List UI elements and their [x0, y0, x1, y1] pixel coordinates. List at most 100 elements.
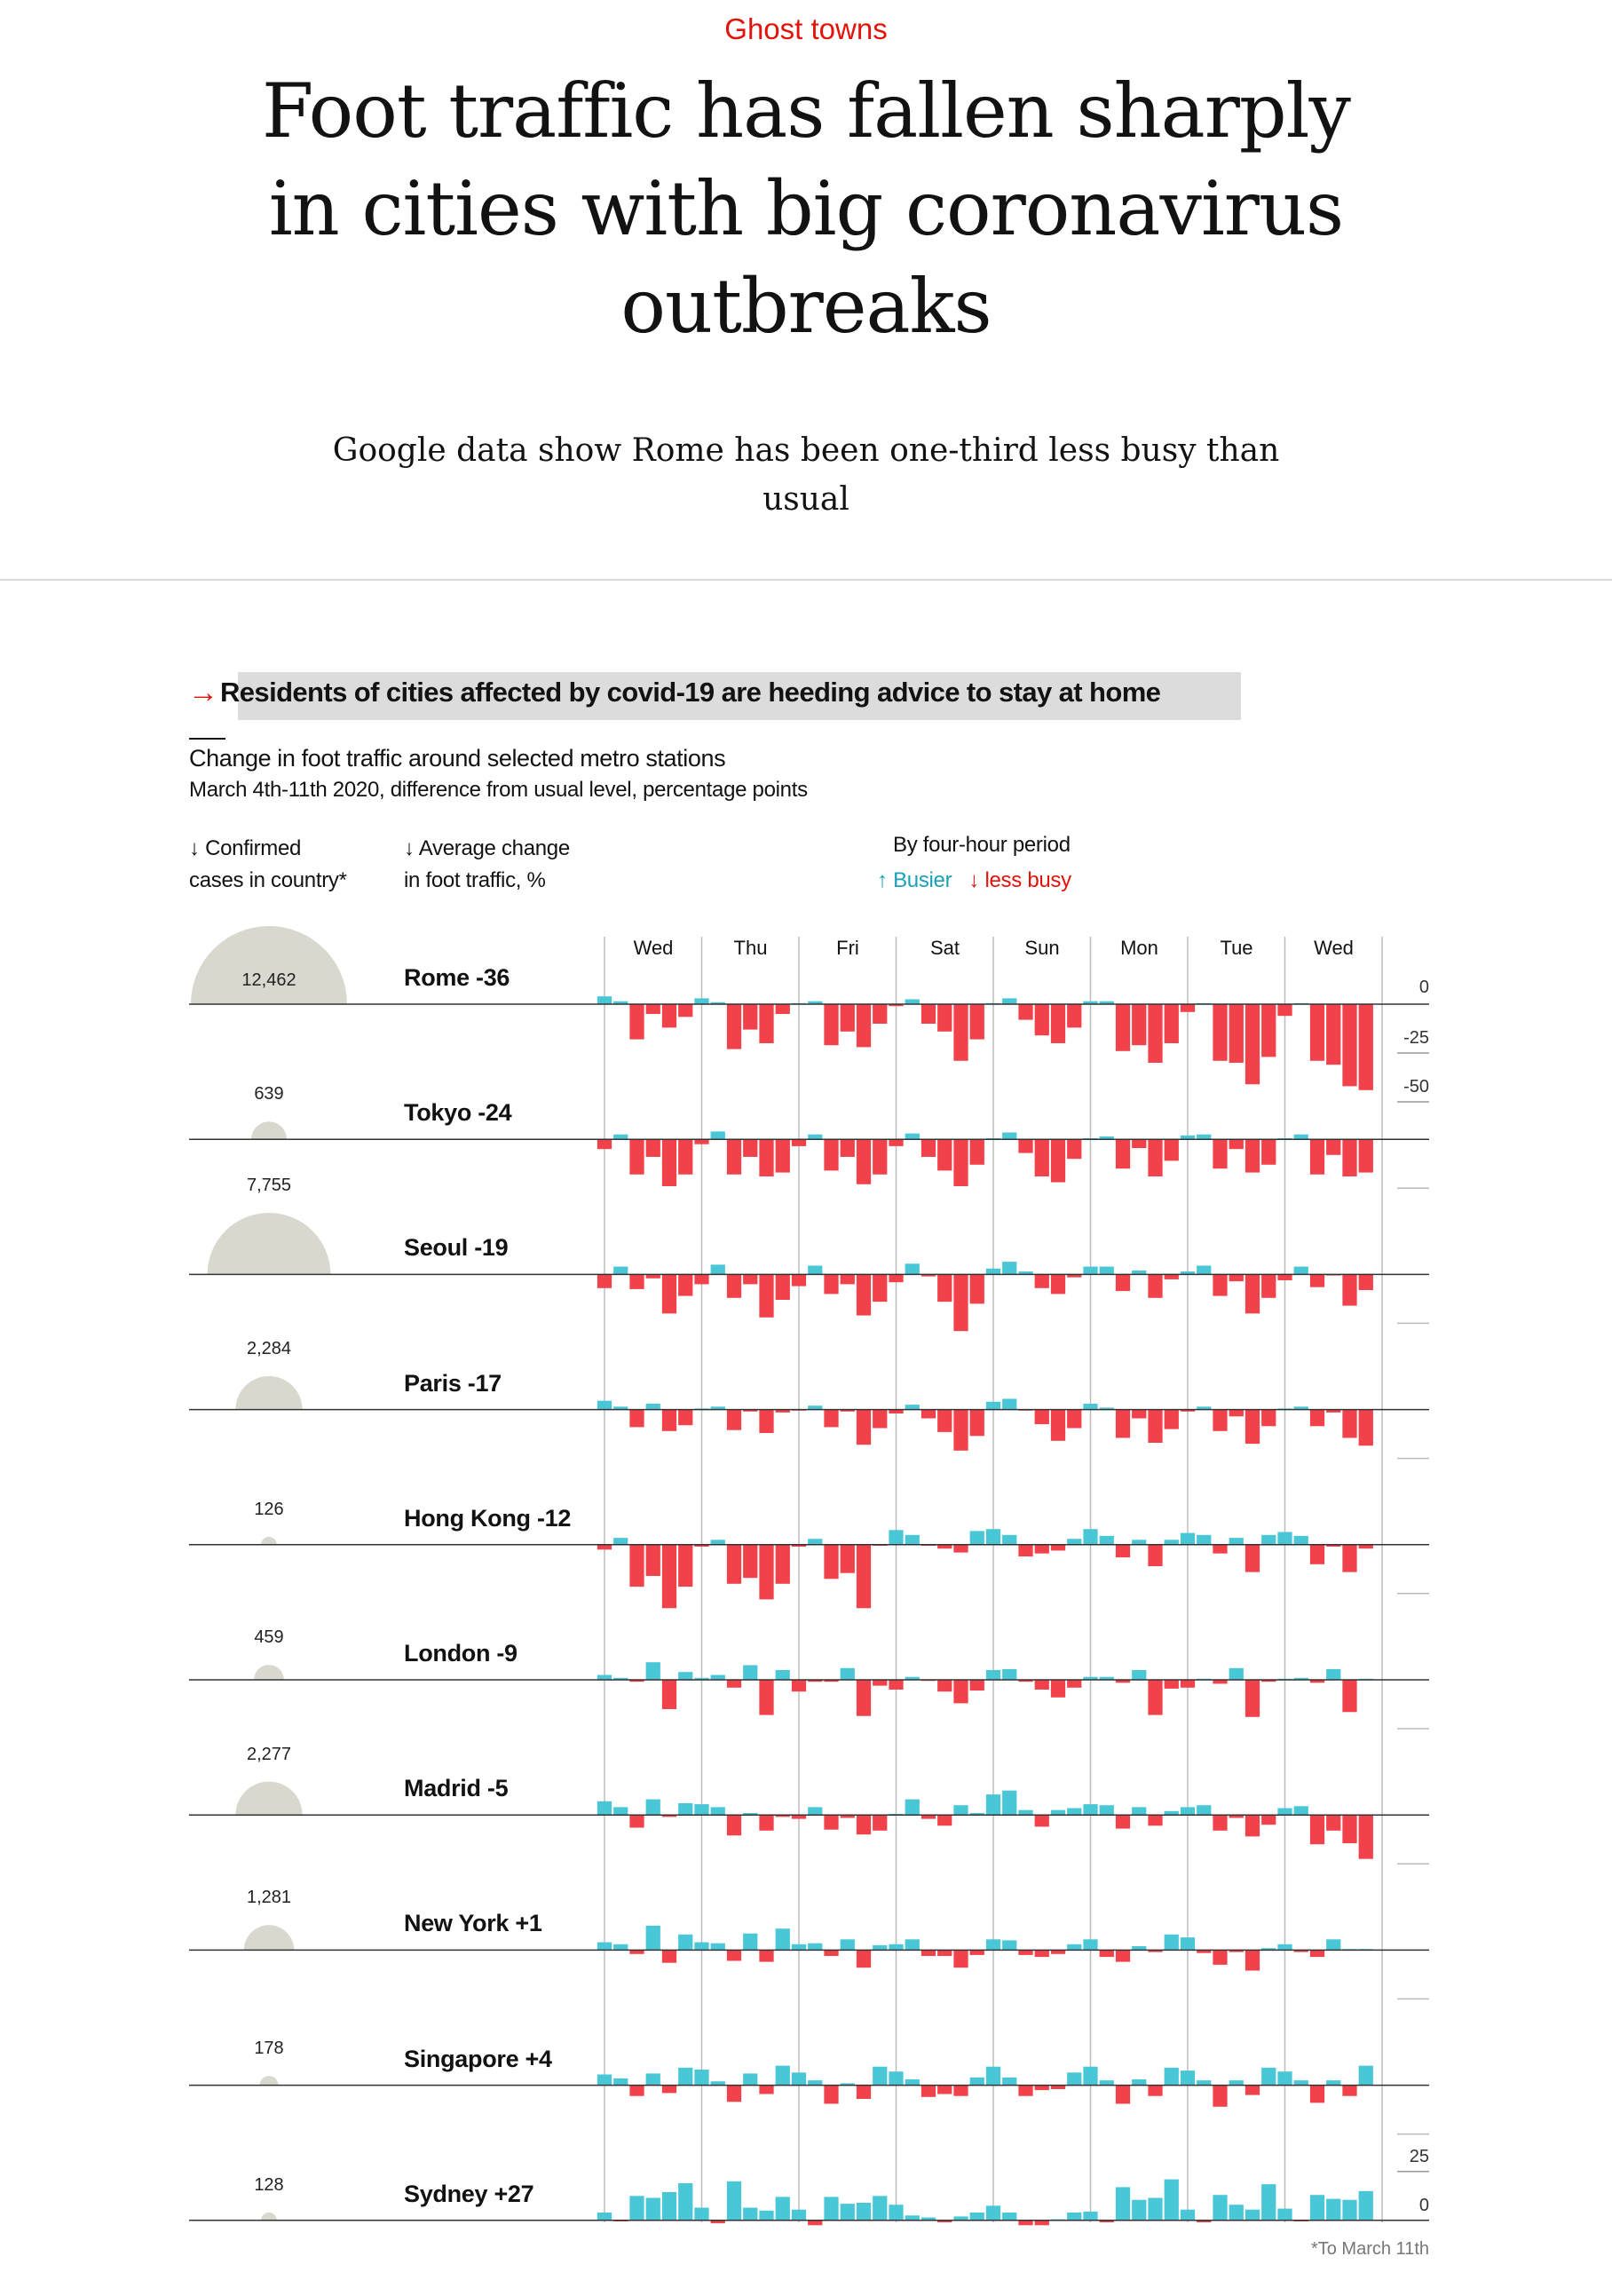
bar-busier [775, 1928, 790, 1951]
bar-busier [889, 1944, 904, 1951]
bar-busier [808, 1539, 823, 1545]
bar-less-busy [1342, 1004, 1357, 1087]
bar-busier [985, 1939, 1001, 1951]
bar-less-busy [1115, 1950, 1131, 1962]
bar-less-busy [1213, 1815, 1228, 1831]
bar-busier [921, 2217, 936, 2221]
bar-less-busy [629, 1139, 644, 1175]
bar-less-busy [726, 1950, 742, 1961]
bar-busier [808, 2080, 823, 2086]
bar-less-busy [1342, 1680, 1357, 1713]
bar-less-busy [1148, 1680, 1163, 1715]
bar-busier [889, 2205, 904, 2221]
bar-busier [808, 1001, 823, 1004]
bar-busier [1197, 1805, 1212, 1816]
bar-busier [1115, 2187, 1131, 2221]
city-label: Seoul -19 [404, 1234, 509, 1262]
bar-busier [808, 1134, 823, 1140]
bar-busier [1083, 1939, 1098, 1951]
bar-less-busy [775, 1139, 790, 1173]
cases-semicircle [251, 1121, 287, 1140]
tick-label: 0 [1418, 2195, 1429, 2215]
bar-busier [613, 2078, 628, 2086]
bar-busier [710, 1540, 725, 1545]
bar-less-busy [889, 1409, 904, 1413]
bar-less-busy [937, 1815, 952, 1826]
bar-less-busy [824, 1950, 839, 1956]
bar-busier [1229, 2205, 1244, 2221]
bar-less-busy [661, 1815, 677, 1817]
cases-semicircle [235, 1781, 303, 1816]
bar-less-busy [759, 1950, 774, 1962]
bar-less-busy [629, 2085, 644, 2096]
city-label: Paris -17 [404, 1369, 502, 1397]
average-column-header: ↓ Average change in foot traffic, % [404, 833, 570, 897]
bar-less-busy [889, 1680, 904, 1690]
chart-subtitle: March 4th-11th 2020, difference from usu… [189, 778, 808, 802]
bar-less-busy [629, 1950, 644, 1954]
bar-busier [808, 1943, 823, 1951]
bar-busier [645, 1404, 660, 1410]
bar-less-busy [743, 1274, 758, 1285]
bar-less-busy [808, 1680, 823, 1682]
city-label: Hong Kong -12 [404, 1504, 572, 1532]
bar-less-busy [1326, 1004, 1341, 1065]
divider [189, 738, 225, 740]
bar-less-busy [1050, 1004, 1066, 1043]
bar-less-busy [1164, 1139, 1179, 1161]
bar-less-busy [1034, 2085, 1049, 2091]
bar-busier [1180, 2070, 1196, 2086]
bar-less-busy [1067, 1680, 1082, 1688]
bar-less-busy [1358, 1139, 1373, 1173]
bar-less-busy [775, 1409, 790, 1413]
bar-busier [710, 1406, 725, 1410]
cases-label: 128 [254, 2174, 284, 2195]
bar-less-busy [1180, 1680, 1196, 1688]
bar-busier [985, 1268, 1001, 1275]
bar-less-busy [1309, 1139, 1325, 1175]
bar-less-busy [969, 1004, 984, 1040]
day-label: Thu [733, 937, 768, 959]
bar-less-busy [1358, 1409, 1373, 1446]
bar-less-busy [953, 1139, 968, 1186]
bar-less-busy [597, 1139, 612, 1150]
bar-less-busy [1050, 1544, 1066, 1551]
bar-busier [1099, 2080, 1114, 2086]
bar-less-busy [1034, 1139, 1049, 1176]
bar-less-busy [953, 2085, 968, 2096]
headline: Foot traffic has fallen sharply in citie… [261, 67, 1351, 350]
bar-busier [1180, 1532, 1196, 1545]
bar-less-busy [629, 1004, 644, 1040]
bar-less-busy [1148, 1274, 1163, 1298]
bar-busier [1293, 1266, 1308, 1275]
city-label: New York +1 [404, 1910, 542, 1937]
bar-less-busy [775, 1004, 790, 1014]
day-label: Sat [929, 937, 960, 959]
bar-busier [1099, 1266, 1114, 1275]
cases-semicircle [235, 1375, 303, 1410]
bar-busier [1261, 1534, 1276, 1545]
bar-less-busy [1018, 2220, 1033, 2226]
bar-less-busy [1358, 1004, 1373, 1090]
bar-busier [1164, 1540, 1179, 1545]
bar-less-busy [921, 1004, 936, 1024]
bar-busier [710, 1002, 725, 1004]
bar-less-busy [937, 1004, 952, 1032]
bar-busier [808, 1265, 823, 1275]
bar-less-busy [1213, 1409, 1228, 1431]
bar-busier [678, 1934, 693, 1951]
avg-header-line1: ↓ Average change [404, 836, 570, 860]
bar-less-busy [726, 1680, 742, 1688]
bar-busier [969, 1813, 984, 1816]
bar-less-busy [969, 1274, 984, 1304]
bar-busier [1277, 2071, 1292, 2086]
bar-less-busy [1148, 1004, 1163, 1063]
bar-busier [710, 1264, 725, 1275]
bar-busier [905, 1799, 920, 1816]
bar-less-busy [1342, 1274, 1357, 1306]
bar-less-busy [1245, 1139, 1260, 1173]
bar-less-busy [759, 1274, 774, 1318]
bar-less-busy [710, 2220, 725, 2224]
bar-less-busy [1358, 1815, 1373, 1859]
cases-label: 1,281 [246, 1888, 292, 1908]
